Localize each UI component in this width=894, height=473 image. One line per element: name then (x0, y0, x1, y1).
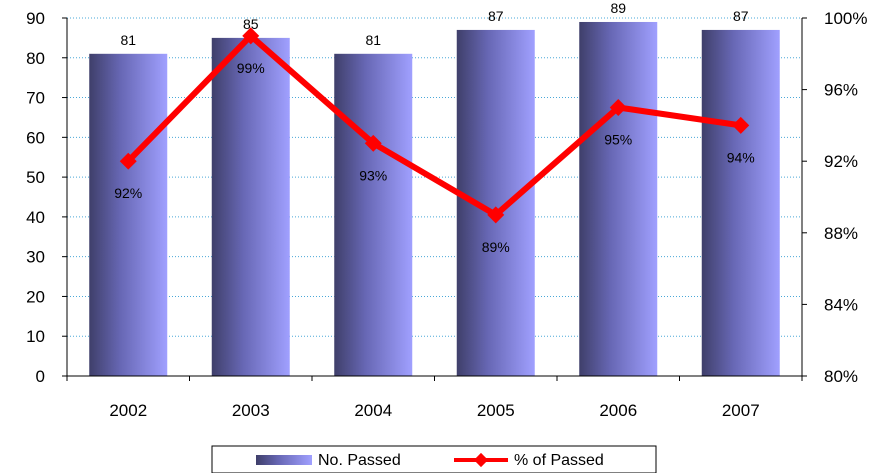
bar-2007 (701, 29, 780, 377)
y-right-tick-label: 96% (824, 81, 858, 100)
line-marker-2002 (119, 152, 137, 170)
bar-2005 (456, 29, 535, 377)
line-data-label: 89% (482, 239, 510, 255)
x-tick-label: 2002 (109, 401, 147, 420)
line-marker-2004 (364, 134, 382, 152)
line-path (125, 32, 744, 218)
y-left-tick-label: 40 (26, 208, 45, 227)
line-series (119, 27, 750, 224)
y-left-tick-label: 0 (36, 367, 45, 386)
legend-swatch-marker (473, 452, 489, 468)
y-right-tick-label: 80% (824, 367, 858, 386)
bar-2006 (579, 21, 658, 376)
line-data-label: 99% (237, 60, 265, 76)
x-tick-label: 2004 (354, 401, 392, 420)
line-marker-2007 (732, 116, 750, 134)
y-left-tick-label: 70 (26, 89, 45, 108)
x-tick-label: 2006 (599, 401, 637, 420)
y-left-tick-label: 80 (26, 49, 45, 68)
legend-label-line: % of Passed (514, 452, 604, 469)
y-right-tick-label: 84% (824, 295, 858, 314)
bar-2002 (89, 53, 168, 377)
axes: 0 10 20 30 40 50 60 70 80 90 80% 84% 88% 92% 96% 100% 20… (26, 9, 867, 420)
x-tick-label: 2007 (722, 401, 760, 420)
y-left-tick-label: 90 (26, 9, 45, 28)
bar-data-label: 87 (733, 8, 749, 24)
y-left-tick-label: 60 (26, 128, 45, 147)
line-data-label: 95% (604, 132, 632, 148)
bar-2004 (334, 53, 413, 377)
line-marker-2005 (487, 206, 505, 224)
bar-series (89, 21, 780, 377)
y-left-tick-label: 20 (26, 287, 45, 306)
bar-data-label: 89 (610, 0, 626, 16)
y-right-tick-label: 88% (824, 224, 858, 243)
legend-swatch-bar (256, 455, 312, 465)
data-labels: 81 85 81 87 89 87 92% 99% 93% 89% 95% 94% (114, 0, 755, 255)
gridlines (67, 17, 802, 337)
y-right-tick-label: 92% (824, 152, 858, 171)
x-tick-label: 2003 (232, 401, 270, 420)
legend-label-bar: No. Passed (318, 452, 401, 469)
bar-2003 (211, 37, 290, 377)
bar-data-label: 85 (243, 16, 259, 32)
y-right-tick-label: 100% (824, 9, 867, 28)
line-data-label: 94% (727, 149, 755, 165)
line-marker-2006 (609, 99, 627, 116)
x-tick-label: 2005 (477, 401, 515, 420)
y-left-tick-label: 10 (26, 327, 45, 346)
y-left-tick-label: 30 (26, 248, 45, 267)
bar-data-label: 87 (488, 8, 504, 24)
line-data-label: 93% (359, 167, 387, 183)
bar-data-label: 81 (365, 32, 381, 48)
bar-data-label: 81 (120, 32, 136, 48)
line-data-label: 92% (114, 185, 142, 201)
y-left-tick-label: 50 (26, 168, 45, 187)
legend: No. Passed % of Passed (211, 445, 657, 473)
